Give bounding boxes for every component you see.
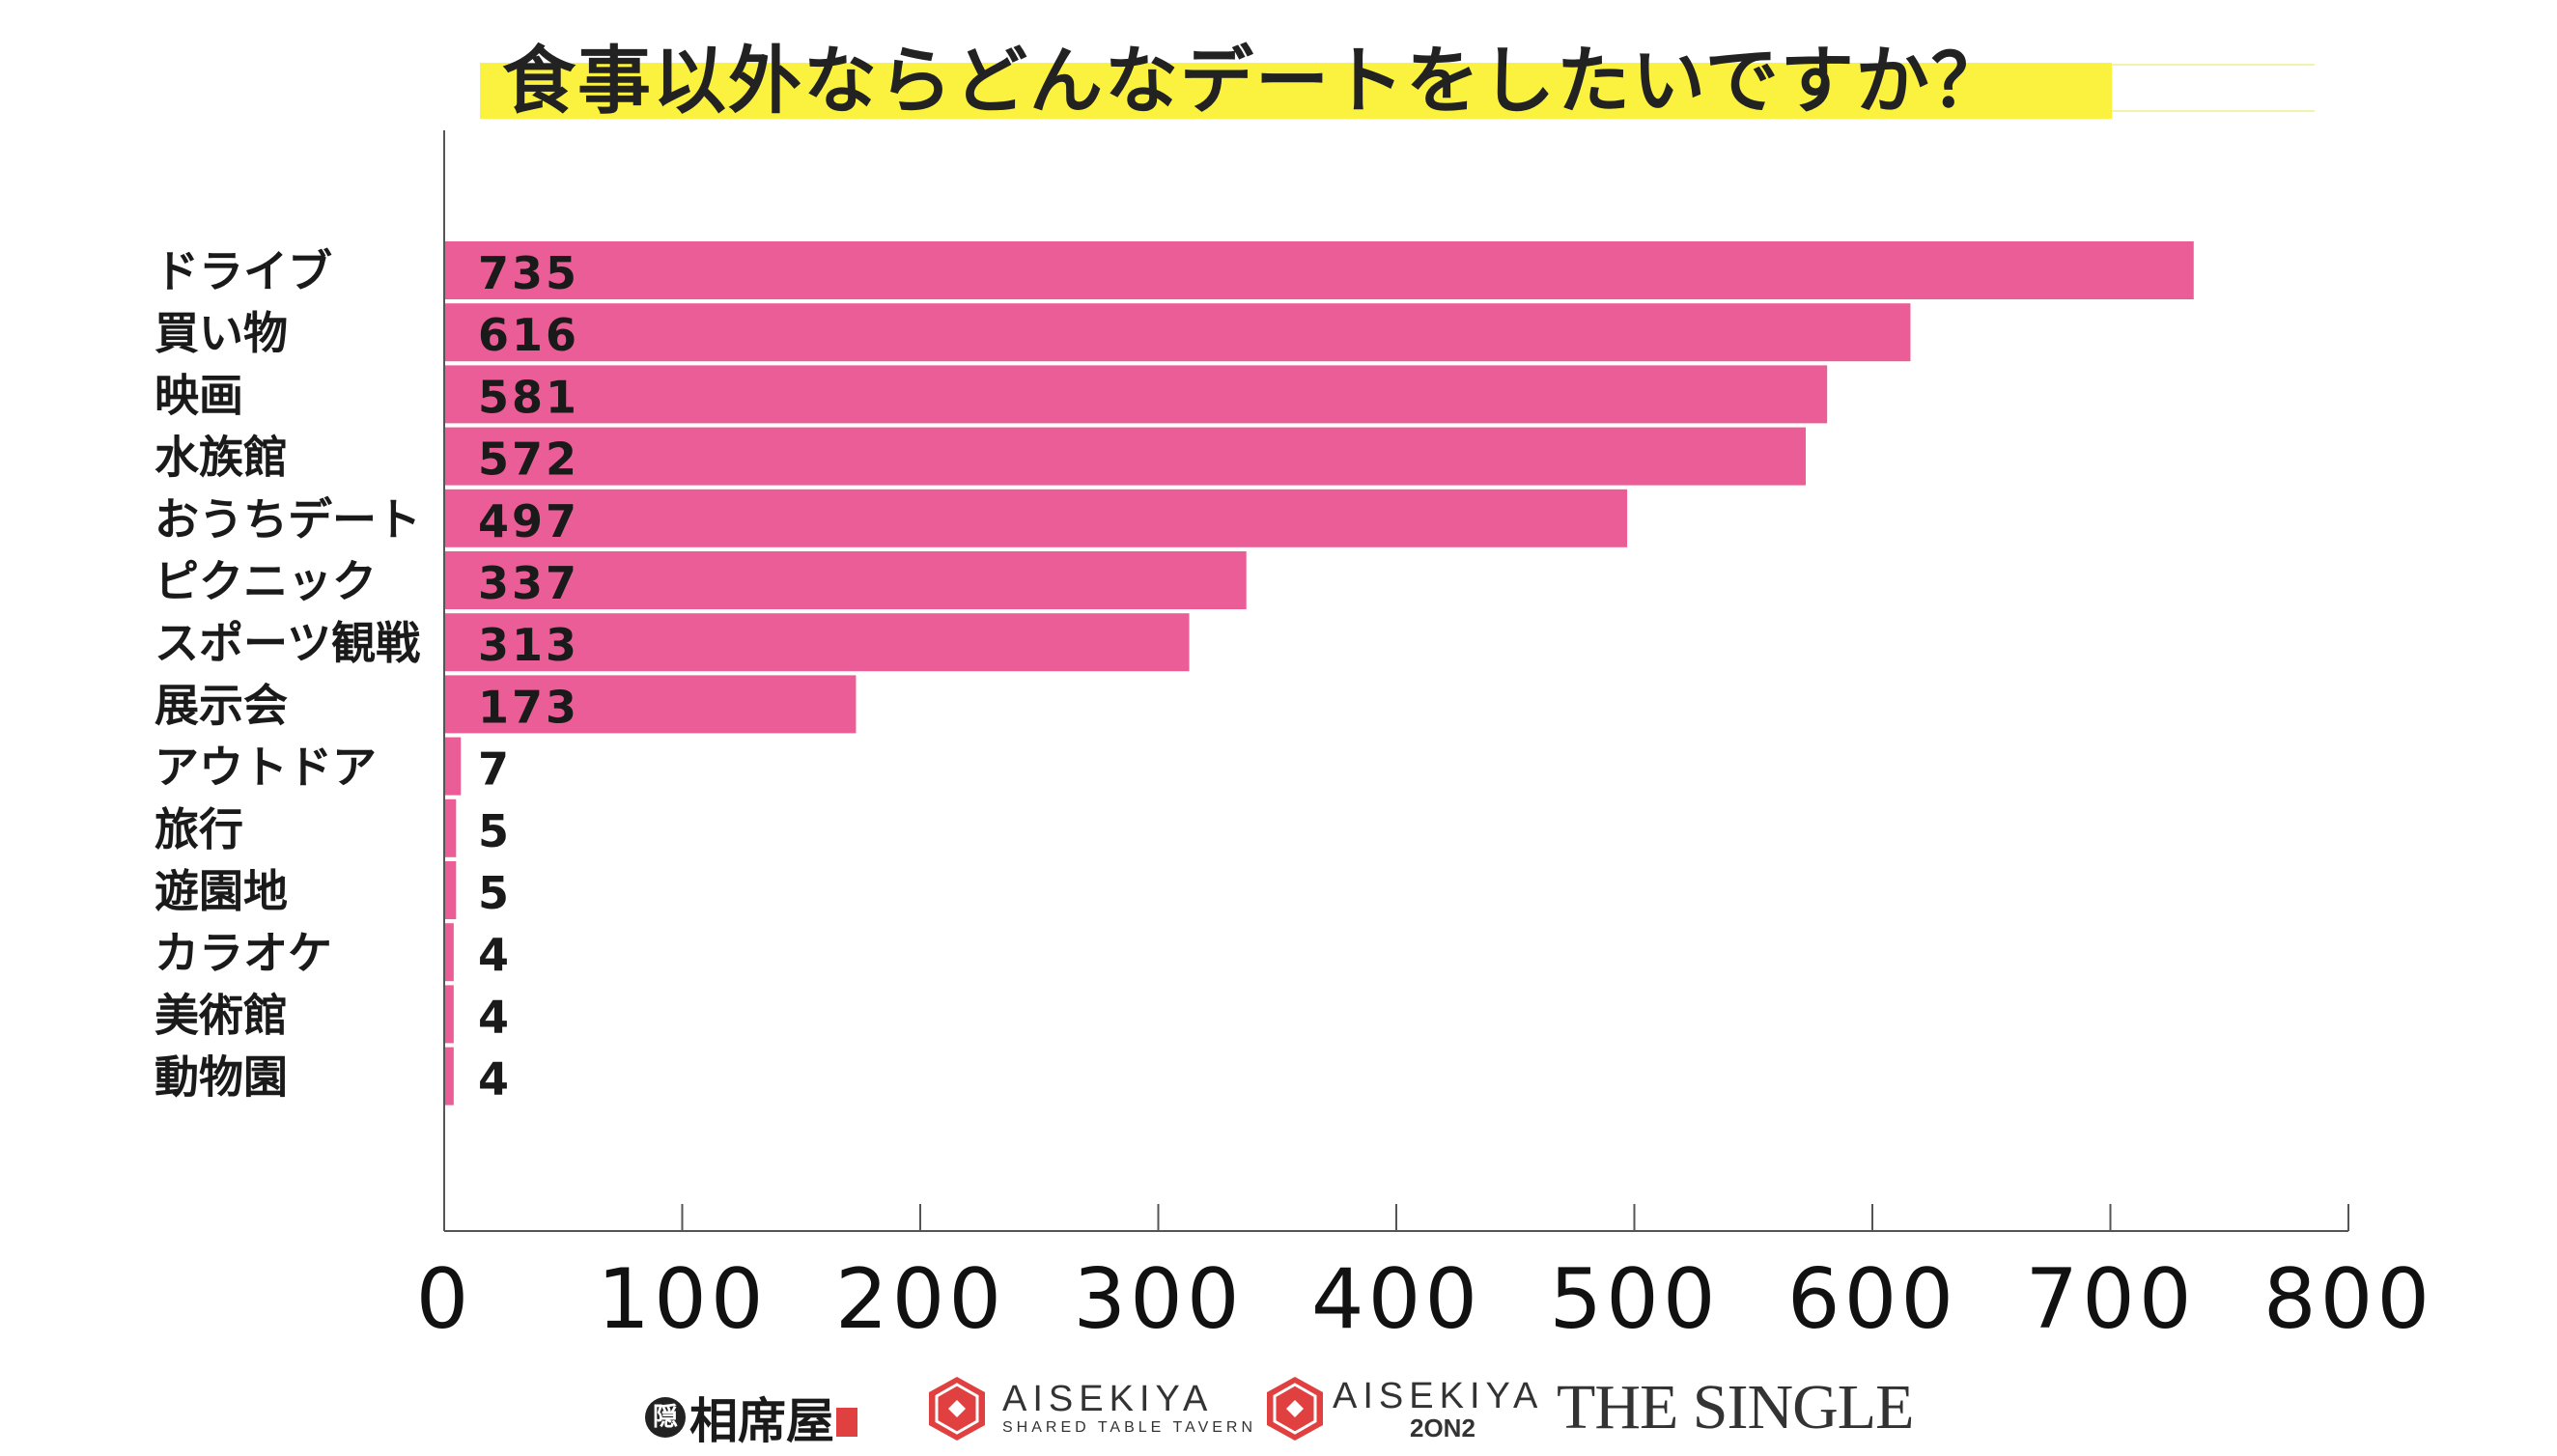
value-label-3: 572 — [478, 434, 579, 486]
stamp-icon — [836, 1408, 857, 1437]
category-label-9: 旅行 — [155, 803, 243, 855]
tavern-brand-sub: SHARED TABLE TAVERN — [1002, 1419, 1257, 1436]
value-label-0: 735 — [478, 247, 579, 299]
x-tick-label-4: 400 — [1311, 1251, 1481, 1348]
value-label-13: 4 — [478, 1053, 512, 1106]
value-label-12: 4 — [478, 991, 512, 1043]
category-label-5: ピクニック — [155, 555, 377, 607]
value-label-7: 173 — [478, 681, 579, 733]
bar-7 — [444, 675, 857, 734]
bar-6 — [444, 613, 1190, 672]
bar-11 — [444, 923, 454, 982]
x-tick-label-2: 200 — [835, 1251, 1005, 1348]
category-label-11: カラオケ — [155, 927, 332, 979]
x-tick-label-5: 500 — [1549, 1251, 1719, 1348]
chart-title: 食事以外ならどんなデートをしたいですか？ — [502, 38, 2007, 124]
value-label-1: 616 — [478, 309, 579, 361]
bar-4 — [444, 489, 1628, 547]
category-label-6: スポーツ観戦 — [155, 617, 420, 669]
value-label-2: 581 — [478, 371, 579, 423]
bar-12 — [444, 985, 454, 1044]
hexagon-logo-icon-2 — [1267, 1377, 1323, 1441]
bar-chart: ドライブ 735 買い物 616 映画 581 水族館 572 おうちデート 497 ピクニック 33… — [155, 130, 2433, 1348]
x-tick-label-0: 0 — [416, 1251, 473, 1348]
hexagon-logo-icon — [929, 1377, 985, 1441]
category-label-1: 買い物 — [155, 307, 288, 359]
footer-logos: 隠 相席屋 AISEKIYA SHARED TABLE TAVERN AISEK… — [0, 1361, 2557, 1449]
the-single-logo: THE SINGLE — [1557, 1371, 1914, 1444]
aisekiya-2on2-logo: AISEKIYA 2ON2 — [1265, 1375, 1543, 1442]
bar-9 — [444, 798, 457, 857]
x-tick-label-1: 100 — [597, 1251, 767, 1348]
value-label-4: 497 — [478, 495, 579, 547]
tavern-brand-name: AISEKIYA — [1002, 1379, 1214, 1419]
2on2-brand-name: AISEKIYA — [1333, 1376, 1544, 1416]
x-tick-label-6: 600 — [1787, 1251, 1957, 1348]
value-label-9: 5 — [478, 805, 512, 857]
x-tick-label-3: 300 — [1073, 1251, 1243, 1348]
category-label-4: おうちデート — [155, 493, 421, 546]
bar-10 — [444, 861, 457, 919]
aisekiya-logo-text: 相席屋 — [689, 1392, 834, 1449]
bar-13 — [444, 1047, 454, 1106]
category-label-0: ドライブ — [155, 245, 332, 297]
aisekiya-logo: 隠 相席屋 — [645, 1383, 857, 1452]
bar-0 — [444, 241, 2194, 299]
category-label-10: 遊園地 — [155, 865, 288, 917]
title-highlight — [480, 63, 2112, 119]
x-tick-label-8: 800 — [2263, 1251, 2433, 1348]
seal-icon: 隠 — [645, 1397, 686, 1438]
value-label-6: 313 — [478, 619, 579, 671]
2on2-brand-sub: 2ON2 — [1410, 1414, 1475, 1442]
title-rule-top — [2112, 64, 2315, 66]
category-label-12: 美術館 — [155, 989, 288, 1041]
title-rule-bottom — [2112, 110, 2315, 112]
category-label-2: 映画 — [155, 369, 243, 421]
bar-5 — [444, 551, 1247, 609]
bar-8 — [444, 737, 462, 796]
bar-1 — [444, 303, 1911, 362]
category-label-8: アウトドア — [155, 742, 377, 794]
value-label-8: 7 — [478, 743, 512, 796]
bar-2 — [444, 365, 1828, 424]
category-label-3: 水族館 — [155, 432, 288, 484]
bar-3 — [444, 427, 1806, 486]
aisekiya-tavern-logo: AISEKIYA SHARED TABLE TAVERN — [927, 1375, 1256, 1442]
category-label-13: 動物園 — [155, 1051, 288, 1104]
value-label-5: 337 — [478, 557, 579, 609]
value-label-10: 5 — [478, 867, 512, 919]
category-label-7: 展示会 — [155, 679, 288, 731]
x-tick-label-7: 700 — [2025, 1251, 2195, 1348]
the-single-text: THE SINGLE — [1557, 1372, 1914, 1442]
value-label-11: 4 — [478, 929, 512, 981]
